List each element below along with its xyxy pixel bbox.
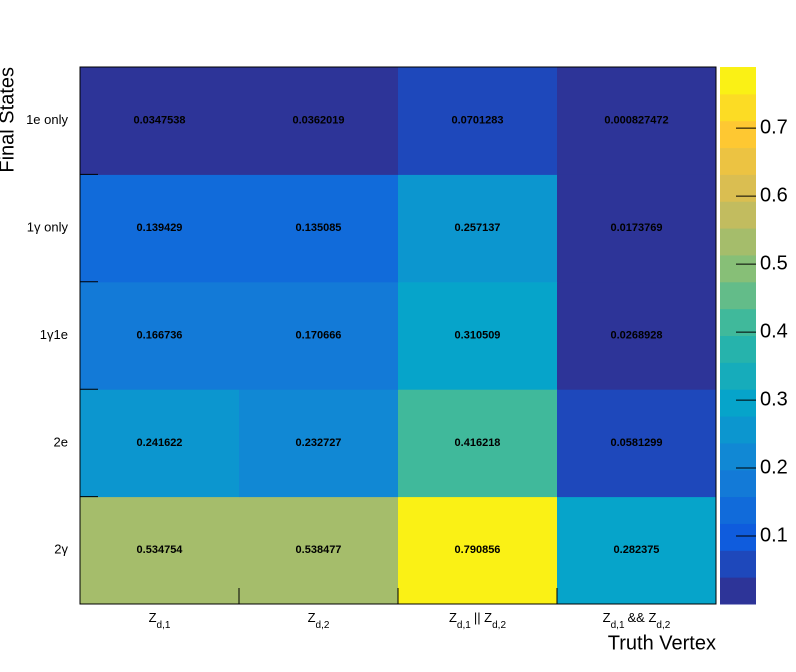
y-tick-label: 2e (54, 434, 68, 449)
color-band (720, 442, 756, 471)
cell-label: 0.135085 (296, 222, 342, 234)
z-tick-label: 0.4 (760, 320, 788, 342)
color-band (720, 550, 756, 578)
cell (239, 67, 399, 175)
cell-label: 0.0173769 (611, 222, 663, 234)
x-tick-text: Z (308, 610, 316, 625)
color-band (720, 469, 756, 498)
color-band (720, 254, 756, 283)
cell-label: 0.790856 (455, 544, 501, 556)
x-tick-subscript: d,1 (157, 620, 171, 631)
cell-label: 0.0347538 (134, 115, 186, 127)
cell (239, 496, 399, 605)
cell (398, 389, 558, 498)
cell (398, 67, 558, 175)
color-band (720, 523, 756, 551)
cell (398, 496, 558, 605)
color-band (720, 416, 756, 444)
z-tick-label: 0.2 (760, 456, 788, 478)
x-tick-label: Zd,1 || Zd,2 (449, 610, 507, 630)
cell-label: 0.241622 (137, 437, 183, 449)
cell (557, 174, 717, 283)
x-tick-subscript: d,2 (656, 620, 670, 631)
color-band (720, 577, 756, 605)
x-tick-text: || Z (474, 610, 492, 625)
x-tick-subscript: d,2 (316, 620, 330, 631)
color-band (720, 389, 756, 417)
color-bar (720, 67, 756, 605)
z-tick-label: 0.3 (760, 388, 788, 410)
cell (557, 67, 717, 175)
z-tick-label: 0.6 (760, 184, 788, 206)
y-tick-label: 2γ (54, 542, 68, 557)
cell (398, 281, 558, 390)
color-band (720, 281, 756, 310)
cell-label: 0.538477 (296, 544, 342, 556)
color-band (720, 335, 756, 363)
cell (557, 496, 717, 605)
color-band (720, 174, 756, 202)
x-tick-text: Z (149, 610, 157, 625)
y-axis-title: Final States (0, 67, 18, 173)
color-band (720, 308, 756, 336)
color-band (720, 147, 756, 175)
cell-label: 0.0362019 (293, 115, 345, 127)
cell (398, 174, 558, 283)
z-tick-label: 0.5 (760, 252, 788, 274)
x-tick-label: Zd,1 (149, 610, 171, 630)
cell-label: 0.170666 (296, 329, 342, 341)
x-tick-subscript: d,1 (611, 620, 625, 631)
cell (80, 174, 240, 283)
color-band (720, 67, 756, 95)
color-band (720, 228, 756, 256)
y-tick-label: 1γ1e (40, 327, 68, 342)
cell-label: 0.310509 (455, 329, 501, 341)
cell-label: 0.282375 (614, 544, 660, 556)
cell-label: 0.166736 (137, 329, 183, 341)
cell-label: 0.0701283 (452, 115, 504, 127)
z-tick-label: 0.7 (760, 116, 788, 138)
x-tick-subscript: d,2 (492, 620, 506, 631)
cell (239, 174, 399, 283)
cell-label: 0.257137 (455, 222, 501, 234)
cell (80, 389, 240, 498)
cells: 0.534754 0.538477 0.790856 0.282375 0.241622… (80, 67, 717, 605)
color-band (720, 201, 756, 229)
x-tick-text: && Z (628, 610, 657, 625)
cell (557, 281, 717, 390)
x-tick-subscript: d,1 (457, 620, 471, 631)
color-band (720, 93, 756, 122)
cell-label: 0.0268928 (611, 329, 663, 341)
cell-label: 0.416218 (455, 437, 501, 449)
cell-label: 0.000827472 (604, 115, 668, 127)
cell (80, 67, 240, 175)
x-axis-title: Truth Vertex (608, 632, 716, 654)
cell (80, 496, 240, 605)
x-tick-label: Zd,1 && Zd,2 (603, 610, 671, 630)
x-tick-text: Z (449, 610, 457, 625)
x-tick-text: Z (603, 610, 611, 625)
cell-label: 0.232727 (296, 437, 342, 449)
cell-label: 0.139429 (137, 222, 183, 234)
cell-label: 0.534754 (137, 544, 184, 556)
color-band (720, 120, 756, 149)
x-tick-label: Zd,2 (308, 610, 330, 630)
color-band (720, 362, 756, 390)
y-tick-label: 1γ only (27, 220, 69, 235)
cell (557, 389, 717, 498)
color-band (720, 496, 756, 524)
y-tick-label: 1e only (26, 112, 68, 127)
cell-label: 0.0581299 (611, 437, 663, 449)
cell (80, 281, 240, 390)
z-tick-label: 0.1 (760, 524, 788, 546)
cell (239, 389, 399, 498)
cell (239, 281, 399, 390)
